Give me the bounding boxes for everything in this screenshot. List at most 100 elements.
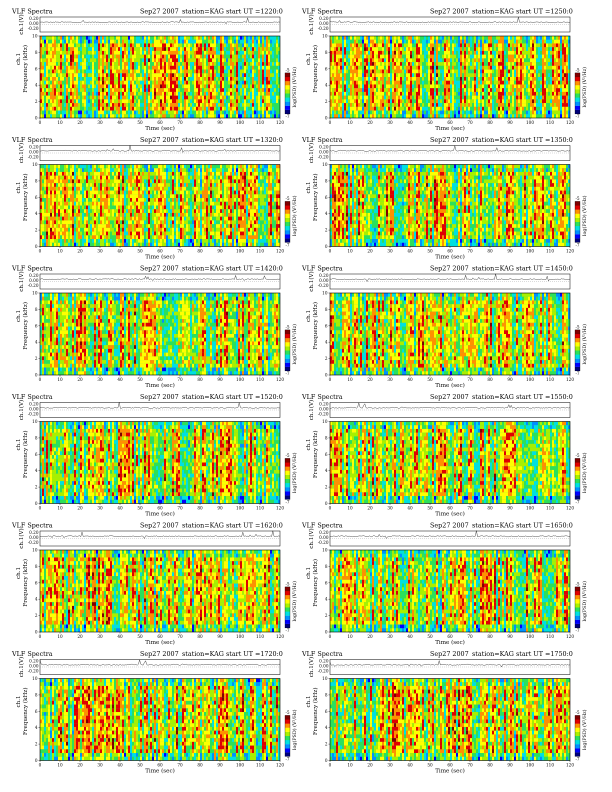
spectrogram-cell [456,103,458,107]
spectrogram-cell [100,70,102,74]
spectrogram-cell [178,70,180,74]
spectrogram-cell [330,114,332,118]
spectrogram-cell [522,84,524,88]
spectrogram-cell [370,114,372,118]
spectrogram-cell [58,40,60,44]
spectrogram-cell [52,66,54,70]
spectrogram-cell [270,81,272,85]
spectrogram-cell [122,58,124,62]
spectrogram-cell [416,99,418,103]
spectrogram-cell [142,36,144,40]
spectrogram-cell [176,99,178,103]
spectrogram-cell [72,47,74,51]
spectrogram-cell [266,107,268,111]
spectrogram-cell [434,73,436,77]
spectrogram-cell [174,96,176,100]
spectrogram-cell [76,96,78,100]
spectrogram-cell [228,114,230,118]
spectrogram-cell [150,84,152,88]
spectrogram-cell [240,43,242,47]
spectrogram-cell [434,107,436,111]
spectrogram-cell [274,58,276,62]
spectrogram-cell [174,99,176,103]
spectrogram-cell [350,40,352,44]
spectrogram-cell [470,96,472,100]
spectrogram-cell [424,107,426,111]
spectrogram-cell [58,77,60,81]
spectrogram-cell [110,107,112,111]
spectrogram-cell [374,88,376,92]
spectrogram-cell [166,70,168,74]
colorbar-swatch [285,77,290,81]
spectrogram-cell [390,99,392,103]
spectrogram-cell [536,51,538,55]
spectrogram-cell [366,51,368,55]
spectrogram-cell [476,70,478,74]
spectrogram-cell [142,107,144,111]
spectrogram-cell [424,96,426,100]
spectrogram-cell [276,40,278,44]
spectrogram-cell [80,103,82,107]
spectrogram-cell [472,36,474,40]
spectrogram-cell [98,96,100,100]
spectrogram-cell [418,114,420,118]
spectrogram-cell [194,111,196,115]
spectrogram-cell [472,81,474,85]
spectrogram-cell [166,84,168,88]
spectrogram-cell [262,77,264,81]
spectrogram-cell [426,36,428,40]
spectrogram-cell [390,36,392,40]
spectrogram-cell [458,62,460,66]
spectrogram-cell [388,70,390,74]
spectrogram-cell [86,99,88,103]
spectrogram-cell [466,103,468,107]
spectrogram-cell [412,58,414,62]
spectrogram-cell [160,51,162,55]
spectrogram-cell [142,96,144,100]
spectrogram-cell [334,103,336,107]
spectrogram-cell [398,66,400,70]
spectrogram-cell [240,92,242,96]
spectrogram-cell [174,77,176,81]
spectrogram-cell [142,55,144,59]
spectrogram-cell [366,73,368,77]
spectrogram-cell [416,88,418,92]
spectrogram-cell [338,81,340,85]
spectrogram-cell [334,111,336,115]
spectrogram-cell [138,99,140,103]
spectrogram-cell [236,92,238,96]
spectrogram-cell [440,99,442,103]
spectrogram-cell [88,70,90,74]
spectrogram-cell [340,47,342,51]
spectrogram-cell [506,36,508,40]
spectrogram-cell [54,40,56,44]
spectrogram-cell [260,73,262,77]
spectrogram-cell [40,88,42,92]
spectrogram-cell [174,66,176,70]
spectrogram-cell [50,70,52,74]
spectrogram-cell [426,58,428,62]
spectrogram-cell [162,103,164,107]
spectrogram-cell [384,73,386,77]
spectrogram-cell [68,107,70,111]
spectrogram-cell [532,51,534,55]
spectrogram-cell [80,40,82,44]
spectrogram-cell [70,47,72,51]
spectrogram-cell [244,96,246,100]
spectrogram-cell [484,58,486,62]
spectrogram-cell [526,73,528,77]
spectrogram-cell [106,81,108,85]
spectrogram-cell [336,70,338,74]
spectrogram-cell [106,103,108,107]
spectrogram-cell [378,107,380,111]
spectrogram-cell [238,66,240,70]
spectrogram-cell [370,111,372,115]
spectrogram-cell [346,70,348,74]
spectrogram-cell [374,66,376,70]
spectrogram-cell [436,103,438,107]
spectrogram-cell [264,77,266,81]
spectrogram-cell [404,107,406,111]
spectrogram-cell [180,66,182,70]
spectrogram-cell [520,96,522,100]
spectrogram-cell [494,36,496,40]
